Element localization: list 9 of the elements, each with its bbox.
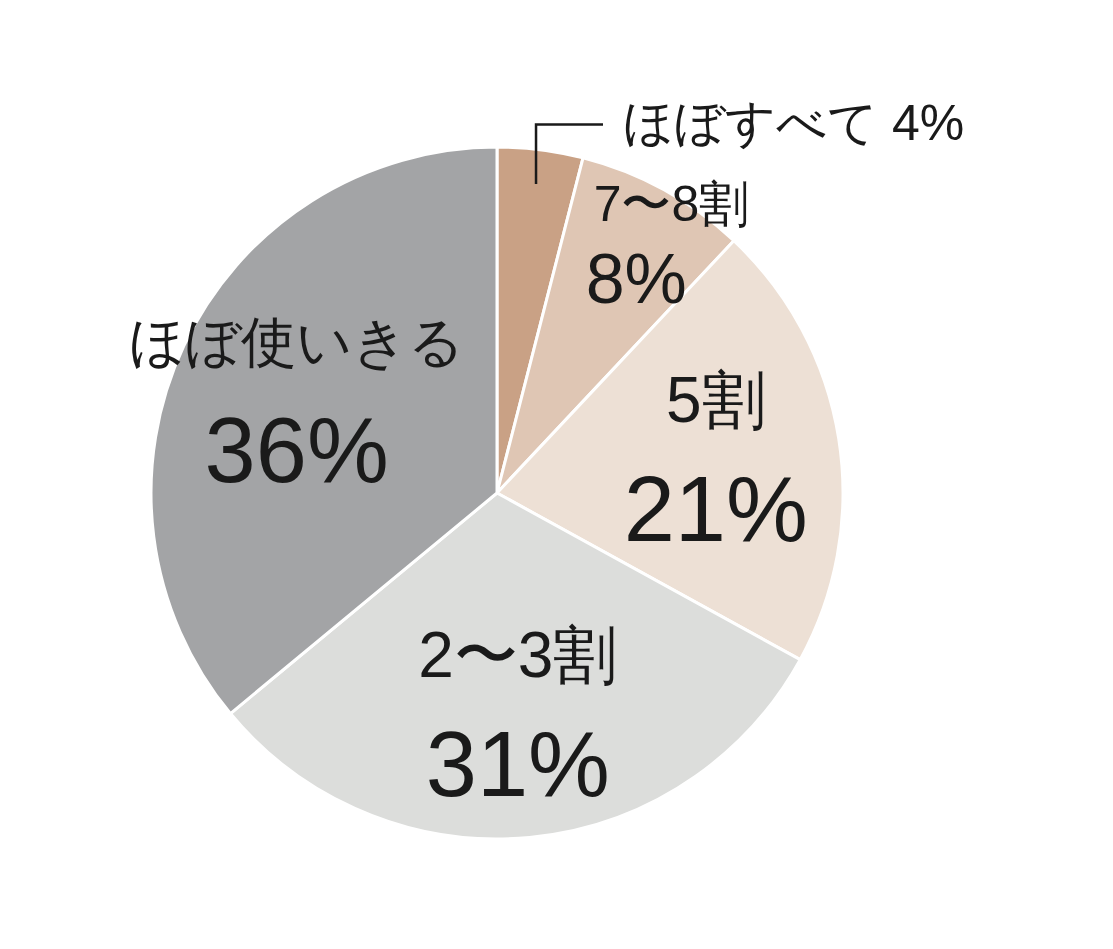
data-label: 31% xyxy=(425,713,610,816)
slice-label: 5割 xyxy=(665,364,766,437)
data-label: 8% xyxy=(585,240,687,319)
slice-label: ほぼ使いきる xyxy=(129,310,465,373)
slice-label: ほぼすべて 4% xyxy=(623,94,965,151)
slice-label: 2〜3割 xyxy=(418,619,618,692)
data-label: 36% xyxy=(204,398,389,501)
slice-label: 7〜8割 xyxy=(593,176,750,233)
data-label: 21% xyxy=(623,458,808,561)
